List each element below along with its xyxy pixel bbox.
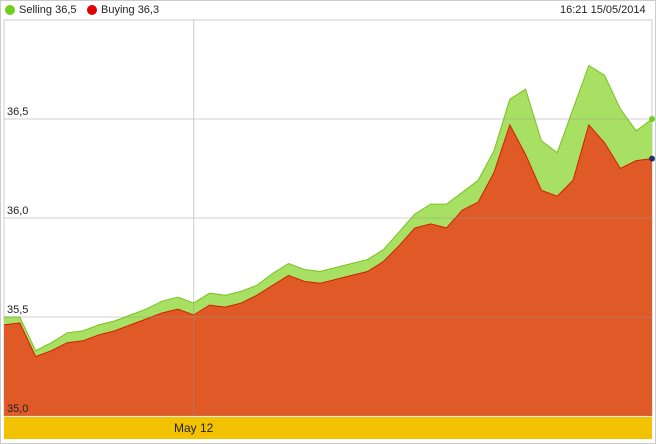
area [4,124,652,417]
y-tick-label: 35,0 [7,403,28,415]
x-axis-band [4,417,652,439]
legend-label: Buying 36,3 [101,4,159,16]
timestamp: 16:21 15/05/2014 [560,4,646,16]
end-dot [649,116,655,122]
y-tick-label: 36,0 [7,205,28,217]
line [3,123,653,358]
y-tick-label: 35,5 [7,304,28,316]
y-tick-label: 36,5 [7,106,28,118]
legend-dot [5,5,15,15]
line [4,64,653,352]
end-dot [649,155,655,162]
legend-dot [87,5,97,15]
x-tick-label: May 12 [174,421,214,435]
legend-label: Selling 36,5 [19,4,77,16]
